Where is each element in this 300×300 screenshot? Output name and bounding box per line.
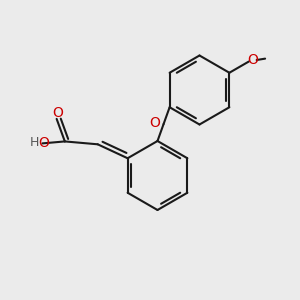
Text: O: O (52, 106, 63, 121)
Text: O: O (248, 53, 259, 67)
Text: O: O (150, 116, 160, 130)
Text: O: O (38, 136, 50, 150)
Text: H: H (30, 136, 40, 149)
